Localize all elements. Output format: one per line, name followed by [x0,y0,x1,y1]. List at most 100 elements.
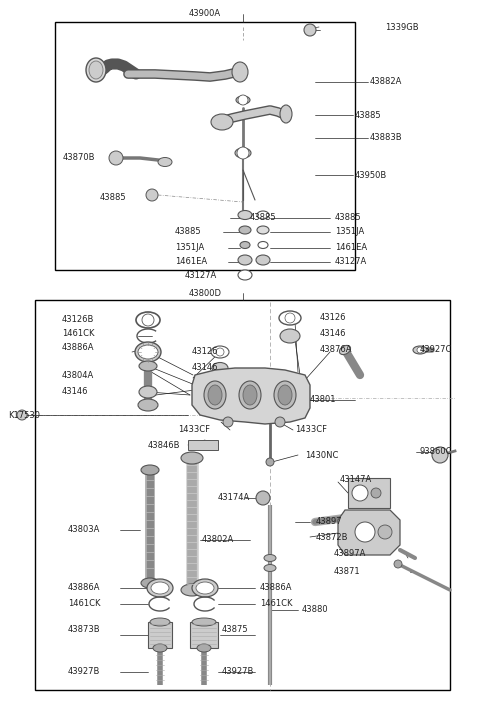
Ellipse shape [86,58,106,82]
Text: 43897A: 43897A [334,548,366,557]
Text: 43885: 43885 [250,214,276,222]
Text: 1339GB: 1339GB [385,24,419,32]
Polygon shape [190,622,218,648]
Text: 43146: 43146 [192,364,218,372]
Ellipse shape [278,385,292,405]
Text: 43803A: 43803A [68,526,100,534]
Text: 43927B: 43927B [222,667,254,676]
Ellipse shape [139,361,157,371]
Circle shape [378,525,392,539]
Text: 43927B: 43927B [68,667,100,676]
Ellipse shape [279,311,301,325]
Bar [55,22,355,270]
Ellipse shape [264,554,276,562]
Text: 43126: 43126 [320,313,347,322]
Ellipse shape [339,346,350,355]
Text: 43800D: 43800D [189,289,221,297]
Ellipse shape [238,210,252,219]
Circle shape [432,447,448,463]
Text: 1433CF: 1433CF [178,426,210,435]
Ellipse shape [138,345,158,359]
Text: 43126: 43126 [192,348,218,357]
Ellipse shape [257,226,269,234]
Text: 43882A: 43882A [370,78,402,86]
Text: 43871: 43871 [334,568,360,576]
Circle shape [223,417,233,427]
Text: 43927C: 43927C [420,346,452,355]
Text: 43897: 43897 [316,517,343,526]
Text: 43885: 43885 [355,111,382,119]
Ellipse shape [280,329,300,343]
Text: 43873B: 43873B [68,625,101,634]
Ellipse shape [192,579,218,597]
Ellipse shape [147,579,173,597]
Text: 43872B: 43872B [316,533,348,541]
Ellipse shape [243,385,257,405]
Ellipse shape [181,584,203,596]
Ellipse shape [235,148,251,158]
Circle shape [266,458,274,466]
Polygon shape [192,368,310,424]
Text: 43801: 43801 [310,395,336,404]
Ellipse shape [89,61,103,79]
Ellipse shape [192,618,216,626]
Ellipse shape [211,346,229,358]
Text: 43886A: 43886A [68,583,100,592]
Ellipse shape [258,242,268,248]
Text: 43950B: 43950B [355,170,387,179]
Circle shape [146,189,158,201]
Text: 1461CK: 1461CK [62,329,95,339]
Text: 1461CK: 1461CK [260,599,292,608]
Circle shape [256,491,270,505]
Text: 43804A: 43804A [62,371,94,379]
Ellipse shape [141,465,159,475]
Ellipse shape [139,386,157,398]
Ellipse shape [196,582,214,594]
Ellipse shape [158,158,172,167]
Circle shape [352,485,368,501]
Circle shape [275,417,285,427]
Ellipse shape [197,644,211,652]
Circle shape [17,410,27,420]
Text: 1433CF: 1433CF [295,426,327,435]
Text: 1430NC: 1430NC [305,451,338,459]
Text: 43846B: 43846B [148,440,180,449]
Bar [35,300,450,690]
Ellipse shape [413,346,427,354]
Ellipse shape [238,270,252,280]
Circle shape [355,522,375,542]
Text: 43885: 43885 [175,228,202,236]
Circle shape [394,560,402,568]
Ellipse shape [181,452,203,464]
Ellipse shape [212,362,228,374]
Bar [348,478,390,508]
Ellipse shape [240,242,250,248]
Ellipse shape [135,342,161,362]
Ellipse shape [239,381,261,409]
Text: 43127A: 43127A [335,257,367,266]
Text: 43127A: 43127A [185,271,217,280]
Ellipse shape [236,96,250,104]
Text: 43875: 43875 [222,625,249,634]
Circle shape [417,347,423,353]
Ellipse shape [257,211,269,219]
Text: 93860C: 93860C [420,447,453,456]
Text: 1461EA: 1461EA [335,243,367,252]
Ellipse shape [138,399,158,411]
Text: 1461CK: 1461CK [68,599,100,608]
Ellipse shape [136,312,160,328]
Text: 43174A: 43174A [218,494,250,503]
Ellipse shape [232,62,248,82]
Circle shape [285,313,295,323]
Text: 1461EA: 1461EA [175,257,207,266]
Bar [188,440,218,450]
Circle shape [304,24,316,36]
Text: 43146: 43146 [62,388,88,397]
Ellipse shape [274,381,296,409]
Ellipse shape [256,255,270,265]
Text: 43885: 43885 [100,193,127,203]
Text: 43886A: 43886A [260,583,292,592]
Ellipse shape [204,381,226,409]
Circle shape [371,488,381,498]
Text: 43883B: 43883B [370,133,403,142]
